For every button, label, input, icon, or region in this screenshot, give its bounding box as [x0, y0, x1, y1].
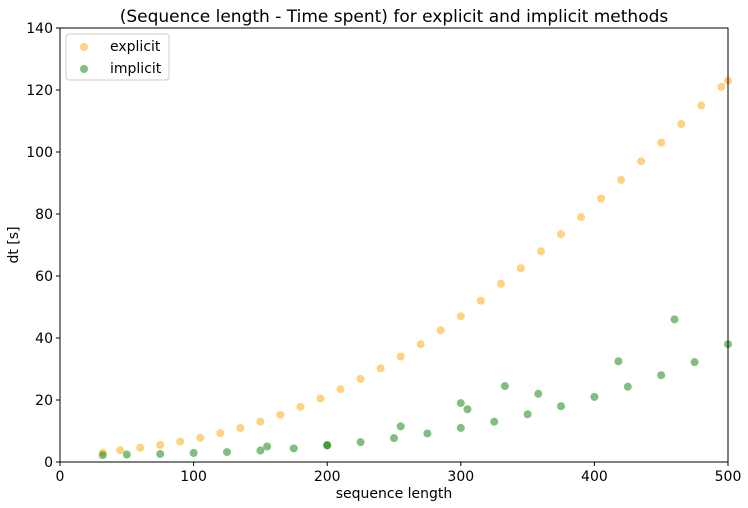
legend-marker-explicit [80, 43, 88, 51]
explicit-point [456, 312, 465, 321]
implicit-point [289, 444, 298, 453]
implicit-point [670, 315, 679, 324]
explicit-point [476, 296, 485, 305]
points-layer [98, 76, 732, 460]
implicit-point [323, 440, 332, 449]
y-tick-label: 0 [44, 455, 53, 471]
explicit-point [276, 410, 285, 419]
y-axis-label: dt [s] [6, 226, 22, 263]
x-tick-label: 500 [715, 469, 742, 485]
explicit-point [637, 157, 646, 166]
explicit-point [657, 138, 666, 147]
implicit-point [623, 382, 632, 391]
implicit-point [423, 429, 432, 438]
x-tick-label: 300 [447, 469, 474, 485]
explicit-point [677, 120, 686, 129]
y-tick-label: 120 [26, 83, 53, 99]
implicit-point [456, 399, 465, 408]
implicit-point [456, 423, 465, 432]
implicit-point [156, 449, 165, 458]
explicit-point [256, 417, 265, 426]
explicit-point [116, 446, 125, 455]
explicit-point [597, 194, 606, 203]
implicit-point [98, 451, 107, 460]
y-tick-label: 60 [35, 269, 53, 285]
implicit-point [557, 402, 565, 411]
explicit-point [376, 364, 385, 373]
implicit-point [690, 358, 699, 367]
x-tick-label: 0 [56, 469, 65, 485]
implicit-point [657, 371, 666, 380]
explicit-point [496, 279, 505, 288]
y-tick-label: 100 [26, 145, 53, 161]
explicit-point [396, 352, 405, 361]
x-axis-label: sequence length [336, 486, 453, 502]
implicit-point [534, 389, 543, 398]
explicit-point [136, 443, 145, 452]
legend-marker-implicit [80, 65, 88, 73]
x-tick-label: 100 [180, 469, 207, 485]
implicit-point [614, 357, 623, 366]
explicit-point [196, 433, 205, 442]
y-tick-label: 20 [35, 393, 53, 409]
implicit-point [256, 446, 265, 455]
explicit-point [356, 374, 365, 383]
explicit-point [296, 402, 305, 411]
implicit-point [223, 448, 231, 457]
chart-title: (Sequence length - Time spent) for expli… [120, 7, 669, 27]
explicit-point [557, 230, 565, 239]
y-tick-label: 80 [35, 207, 53, 223]
explicit-point [717, 82, 726, 91]
explicit-point [516, 264, 525, 273]
explicit-point [577, 213, 586, 222]
explicit-point [156, 440, 165, 449]
implicit-point [396, 422, 405, 431]
implicit-point [189, 449, 198, 458]
legend-label-explicit: explicit [110, 39, 161, 55]
implicit-point [490, 417, 499, 426]
x-axis-ticks: 0 100 200 300 400 500 [56, 462, 742, 485]
y-tick-label: 140 [26, 21, 53, 37]
explicit-point [316, 394, 325, 403]
implicit-point [590, 392, 599, 401]
x-tick-label: 200 [314, 469, 341, 485]
legend: explicit implicit [65, 33, 170, 81]
legend-label-implicit: implicit [110, 61, 162, 77]
implicit-point [463, 405, 472, 414]
legend-box [65, 33, 170, 81]
implicit-point [263, 442, 272, 451]
implicit-point [523, 410, 532, 419]
explicit-point [536, 247, 545, 256]
explicit-point [617, 175, 626, 184]
explicit-point [176, 437, 185, 446]
explicit-point [416, 340, 425, 349]
y-tick-label: 40 [35, 331, 53, 347]
explicit-point [336, 385, 345, 394]
implicit-point [500, 382, 509, 391]
explicit-point [436, 326, 445, 335]
plot-frame [59, 27, 729, 463]
explicit-point [216, 429, 225, 438]
implicit-point [356, 438, 365, 447]
x-tick-label: 400 [581, 469, 608, 485]
y-axis-ticks: 0 20 40 60 80 100 120 140 [26, 21, 60, 471]
explicit-point [697, 101, 706, 110]
implicit-point [390, 434, 398, 443]
implicit-point [122, 450, 131, 459]
explicit-point [236, 423, 245, 432]
